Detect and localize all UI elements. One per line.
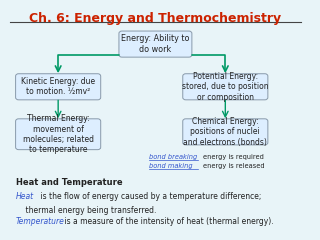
FancyBboxPatch shape (119, 31, 192, 57)
Text: Ch. 6: Energy and Thermochemistry: Ch. 6: Energy and Thermochemistry (29, 12, 282, 25)
Text: is a measure of the intensity of heat (thermal energy).: is a measure of the intensity of heat (t… (62, 217, 273, 226)
Text: energy is released: energy is released (203, 163, 264, 169)
FancyBboxPatch shape (16, 119, 101, 150)
FancyBboxPatch shape (183, 119, 268, 145)
Text: thermal energy being transferred.: thermal energy being transferred. (16, 206, 156, 215)
Text: bond making: bond making (149, 163, 193, 169)
Text: Temperature: Temperature (16, 217, 65, 226)
Text: Heat and Temperature: Heat and Temperature (16, 178, 122, 187)
Text: Thermal Energy:
movement of
molecules; related
to temperature: Thermal Energy: movement of molecules; r… (23, 114, 94, 154)
Text: Chemical Energy:
positions of nuclei
and electrons (bonds): Chemical Energy: positions of nuclei and… (183, 117, 267, 147)
FancyBboxPatch shape (16, 74, 101, 100)
Text: is the flow of energy caused by a temperature difference;: is the flow of energy caused by a temper… (38, 192, 261, 201)
Text: bond breaking: bond breaking (149, 154, 197, 160)
FancyBboxPatch shape (183, 74, 268, 100)
Text: Potential Energy:
stored, due to position
or composition: Potential Energy: stored, due to positio… (182, 72, 268, 102)
Text: Energy: Ability to
do work: Energy: Ability to do work (121, 34, 190, 54)
Text: energy is required: energy is required (203, 154, 263, 160)
Text: Kinetic Energy: due
to motion. ½mv²: Kinetic Energy: due to motion. ½mv² (21, 77, 95, 96)
Text: Heat: Heat (16, 192, 34, 201)
